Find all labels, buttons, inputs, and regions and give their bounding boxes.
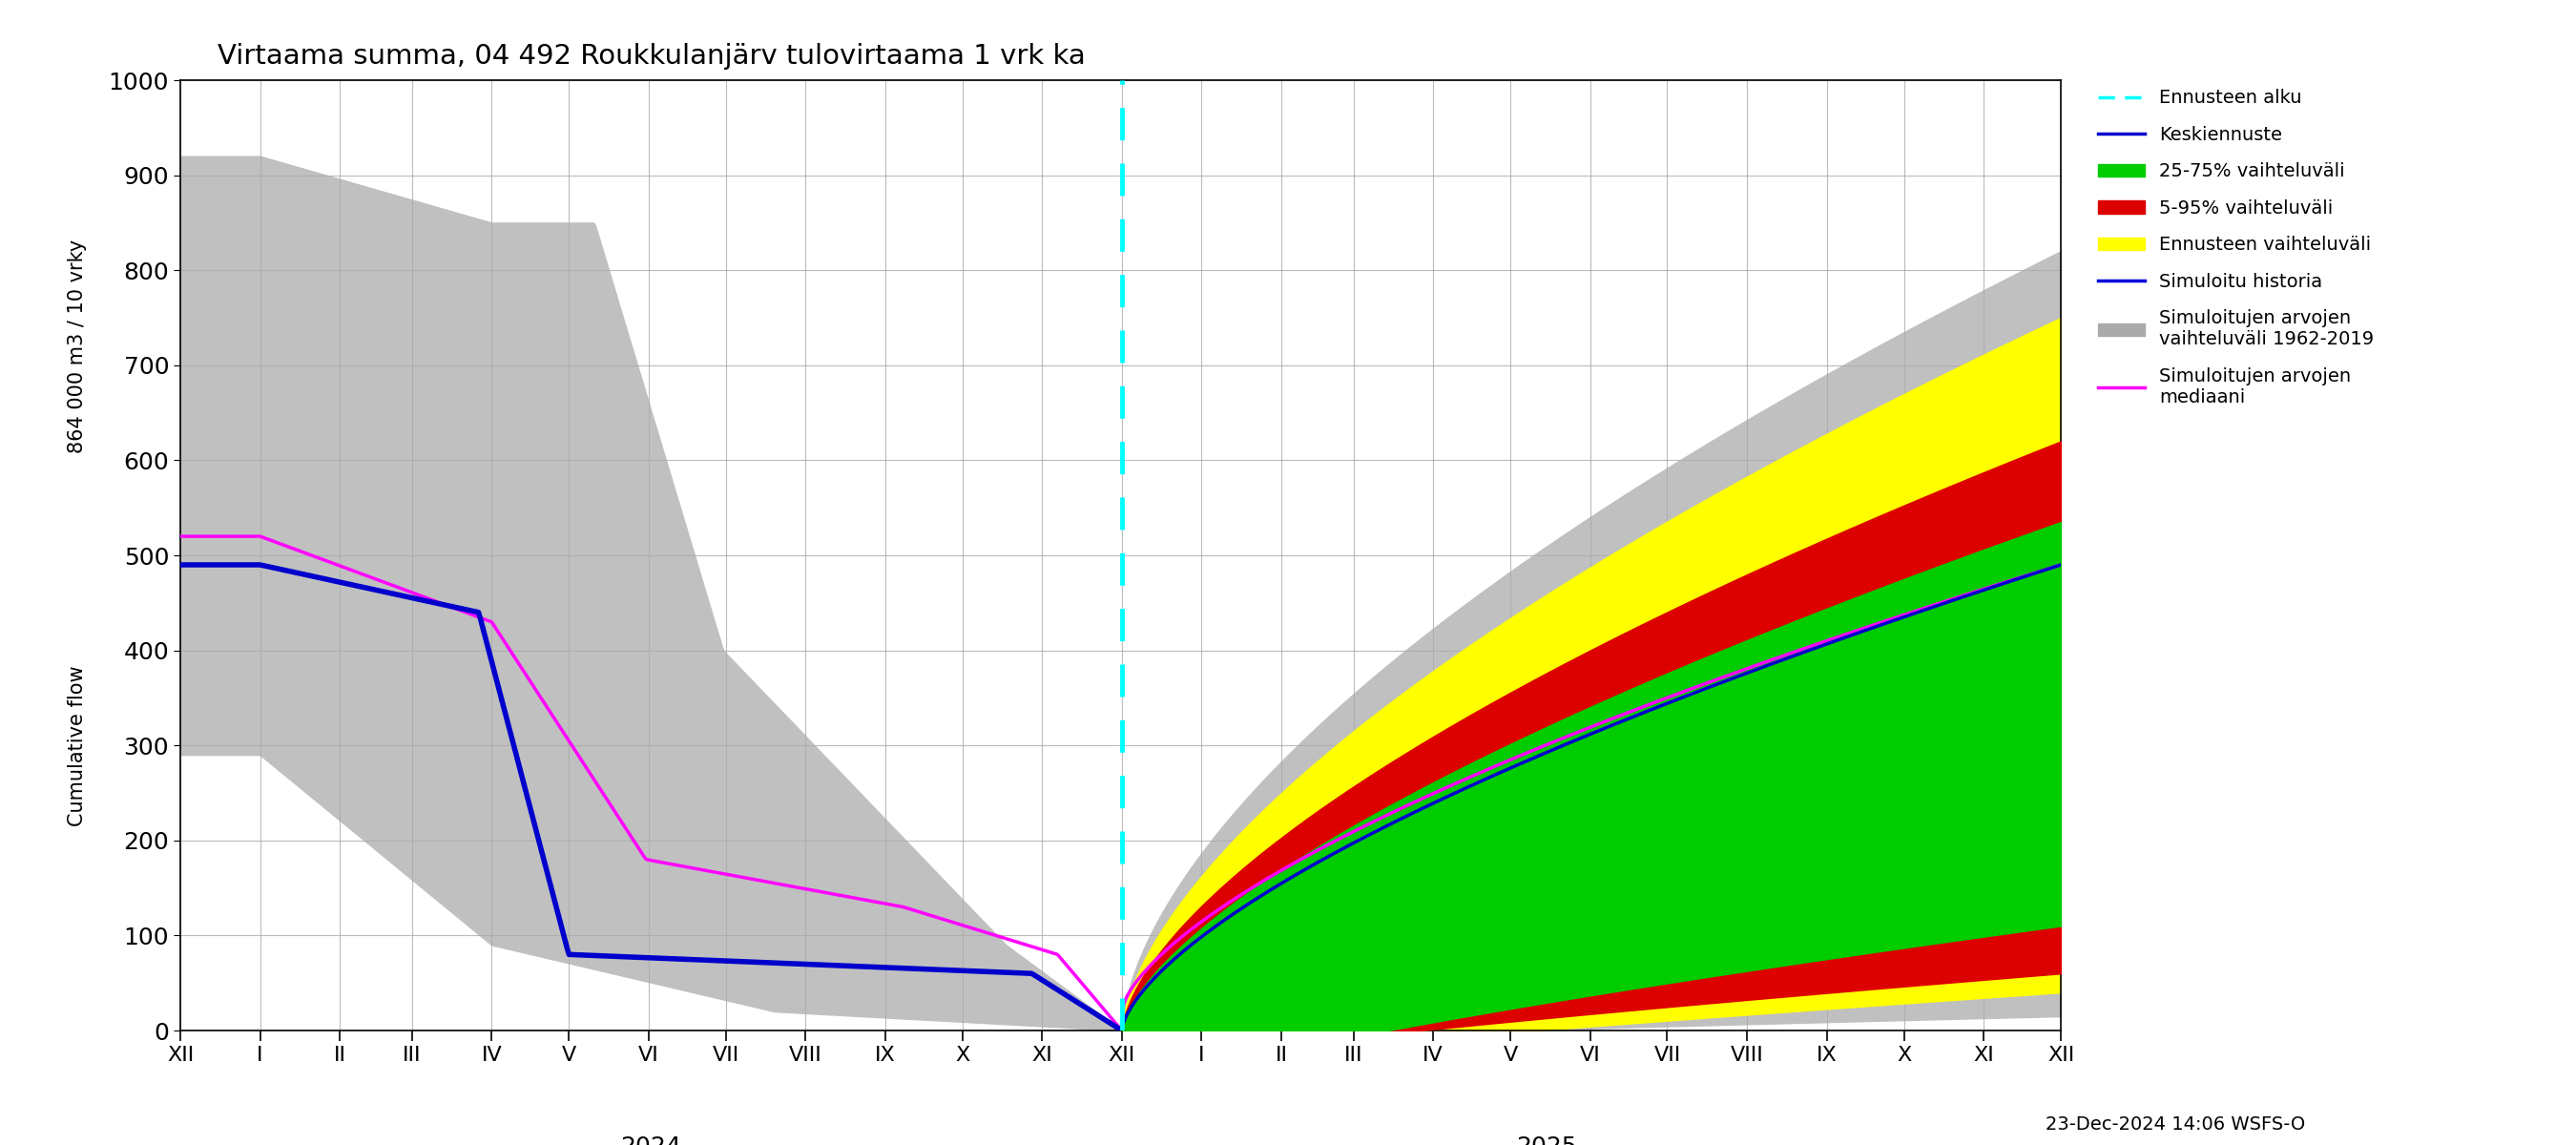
Text: 864 000 m3 / 10 vrky: 864 000 m3 / 10 vrky	[67, 239, 88, 453]
Text: Cumulative flow: Cumulative flow	[67, 665, 88, 826]
Legend: Ennusteen alku, Keskiennuste, 25-75% vaihteluväli, 5-95% vaihteluväli, Ennusteen: Ennusteen alku, Keskiennuste, 25-75% vai…	[2089, 80, 2383, 416]
Text: 23-Dec-2024 14:06 WSFS-O: 23-Dec-2024 14:06 WSFS-O	[2045, 1115, 2306, 1134]
Text: 2024: 2024	[621, 1136, 683, 1145]
Text: Virtaama summa, 04 492 Roukkulanjärv tulovirtaama 1 vrk ka: Virtaama summa, 04 492 Roukkulanjärv tul…	[219, 44, 1087, 70]
Text: 2025: 2025	[1515, 1136, 1577, 1145]
